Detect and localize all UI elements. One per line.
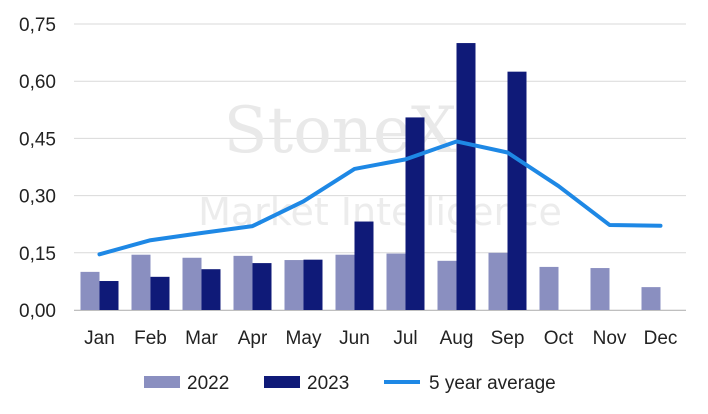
x-tick-label: Aug bbox=[440, 328, 474, 349]
y-tick-label: 0,30 bbox=[19, 187, 56, 208]
y-tick-label: 0,00 bbox=[19, 301, 56, 322]
bar-2022-oct bbox=[539, 266, 559, 310]
y-tick-label: 0,45 bbox=[19, 129, 56, 150]
x-tick-label: Nov bbox=[593, 328, 627, 349]
x-tick-label: Jun bbox=[339, 328, 370, 349]
bar-2022-feb bbox=[131, 254, 151, 310]
bar-2023-may bbox=[303, 259, 323, 310]
bar-2022-nov bbox=[590, 268, 610, 310]
bar-2022-sep bbox=[488, 252, 508, 310]
bar-2022-may bbox=[284, 260, 304, 310]
legend-swatch-2023 bbox=[264, 376, 300, 388]
bar-2022-jan bbox=[80, 271, 100, 310]
legend-swatch-2022 bbox=[144, 376, 180, 388]
bar-2022-mar bbox=[182, 257, 202, 310]
legend-label: 5 year average bbox=[429, 373, 556, 394]
x-axis: Jan Feb Mar Apr May Jun Jul Aug Sep Oct Nov Dec bbox=[74, 310, 686, 349]
y-tick-label: 0,75 bbox=[19, 15, 56, 36]
x-tick-label: Jan bbox=[84, 328, 115, 349]
x-tick-label: Mar bbox=[185, 328, 218, 349]
bar-2023-mar bbox=[201, 269, 221, 310]
bar-2023-jan bbox=[99, 281, 119, 310]
bar-2023-aug bbox=[456, 43, 476, 311]
x-tick-label: Dec bbox=[644, 328, 678, 349]
bar-2023-apr bbox=[252, 263, 272, 310]
x-tick-label: Feb bbox=[134, 328, 167, 349]
x-tick-label: May bbox=[286, 328, 322, 349]
bar-2023-feb bbox=[150, 276, 170, 310]
bar-2022-jun bbox=[335, 254, 355, 310]
bar-2022-aug bbox=[437, 260, 457, 310]
x-tick-label: Apr bbox=[238, 328, 268, 349]
bars bbox=[80, 43, 661, 311]
watermark-subtitle: Market Intelligence bbox=[198, 190, 562, 234]
legend-label: 2023 bbox=[307, 373, 349, 394]
bar-2023-jul bbox=[405, 117, 425, 310]
legend-label: 2022 bbox=[187, 373, 229, 394]
x-tick-label: Oct bbox=[544, 328, 574, 349]
y-axis: 0,00 0,15 0,30 0,45 0,60 0,75 bbox=[19, 15, 56, 322]
average-line bbox=[97, 139, 663, 257]
bar-2022-dec bbox=[641, 287, 661, 310]
x-tick-label: Sep bbox=[491, 328, 525, 349]
bar-2023-sep bbox=[507, 71, 527, 311]
bar-2022-apr bbox=[233, 255, 253, 310]
bar-2022-jul bbox=[386, 253, 406, 310]
x-tick-label: Jul bbox=[393, 328, 417, 349]
average-line-path bbox=[97, 139, 663, 257]
legend: 2022 2023 5 year average bbox=[144, 373, 556, 394]
bar-2023-jun bbox=[354, 221, 374, 310]
y-tick-label: 0,60 bbox=[19, 72, 56, 93]
y-tick-label: 0,15 bbox=[19, 244, 56, 265]
